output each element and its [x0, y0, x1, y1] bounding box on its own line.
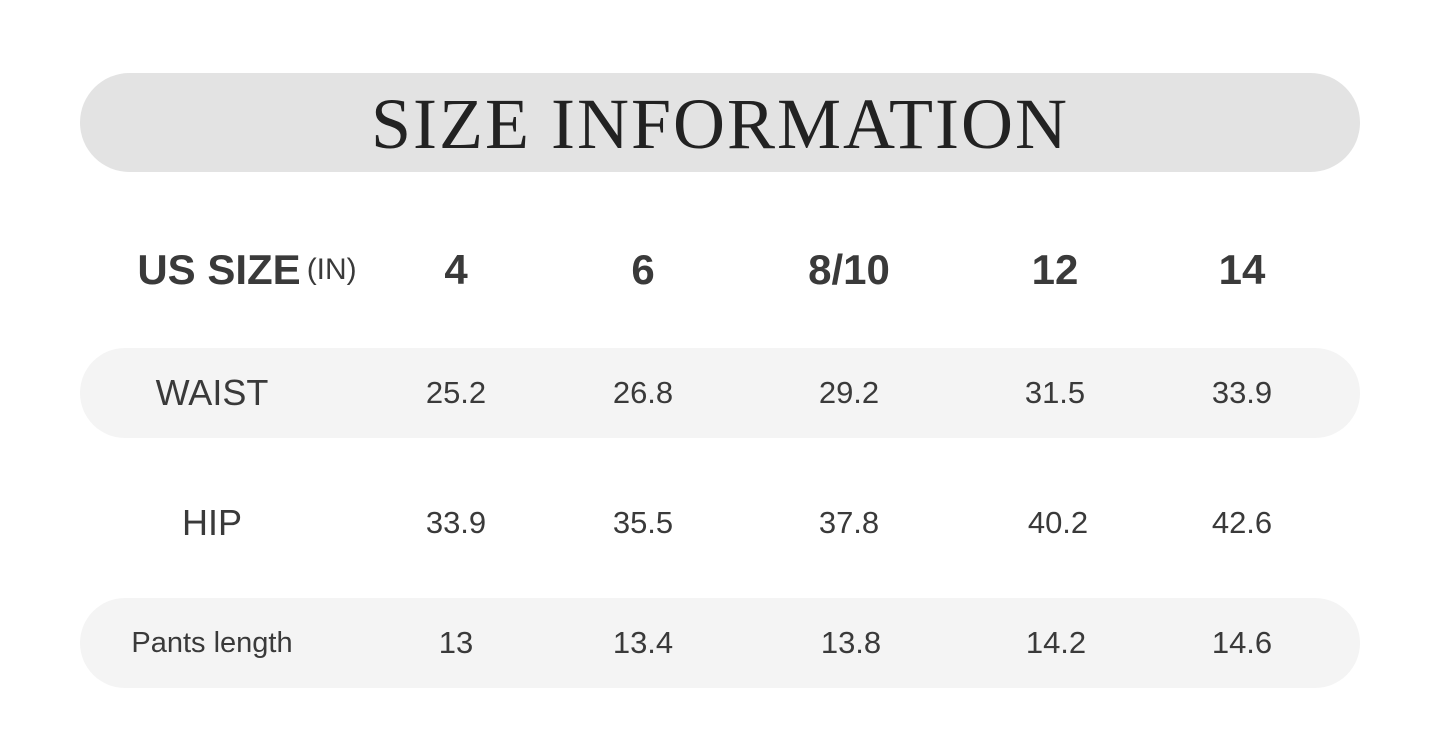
- table-row-waist: WAIST 25.2 26.8 29.2 31.5 33.9: [80, 348, 1360, 438]
- table-cell: 42.6: [1211, 505, 1273, 540]
- page-title: SIZE INFORMATION: [371, 84, 1069, 164]
- table-cell: 13.8: [820, 625, 882, 660]
- table-cell: 40.2: [1027, 505, 1089, 540]
- size-header: 8/10: [808, 246, 890, 293]
- table-cell: 26.8: [612, 375, 674, 410]
- table-cell: 37.8: [818, 505, 880, 540]
- table-row-pants-length: Pants length 13 13.4 13.8 14.2 14.6: [80, 598, 1360, 688]
- title-banner: SIZE INFORMATION: [80, 73, 1360, 172]
- size-header: 12: [1031, 246, 1079, 293]
- row-label: HIP: [181, 502, 243, 543]
- table-cell: 25.2: [425, 375, 487, 410]
- header-row: US SIZE (IN) 4 6 8/10 12 14: [80, 225, 1360, 315]
- table-row-hip: HIP 33.9 35.5 37.8 40.2 42.6: [80, 478, 1360, 568]
- table-cell: 31.5: [1024, 375, 1086, 410]
- table-cell: 33.9: [1211, 375, 1273, 410]
- table-cell: 33.9: [425, 505, 487, 540]
- row-label: Pants length: [131, 626, 293, 659]
- us-size-label: US SIZE: [137, 246, 301, 293]
- row-label: WAIST: [155, 372, 269, 413]
- table-cell: 13.4: [612, 625, 674, 660]
- size-header: 14: [1218, 246, 1266, 293]
- table-cell: 13: [438, 625, 474, 660]
- table-cell: 35.5: [612, 505, 674, 540]
- size-header: 6: [631, 246, 655, 293]
- table-cell: 14.6: [1211, 625, 1273, 660]
- unit-label: (IN): [306, 253, 357, 286]
- header-label: US SIZE (IN): [137, 225, 356, 315]
- table-cell: 14.2: [1025, 625, 1087, 660]
- size-header: 4: [444, 246, 468, 293]
- table-cell: 29.2: [818, 375, 880, 410]
